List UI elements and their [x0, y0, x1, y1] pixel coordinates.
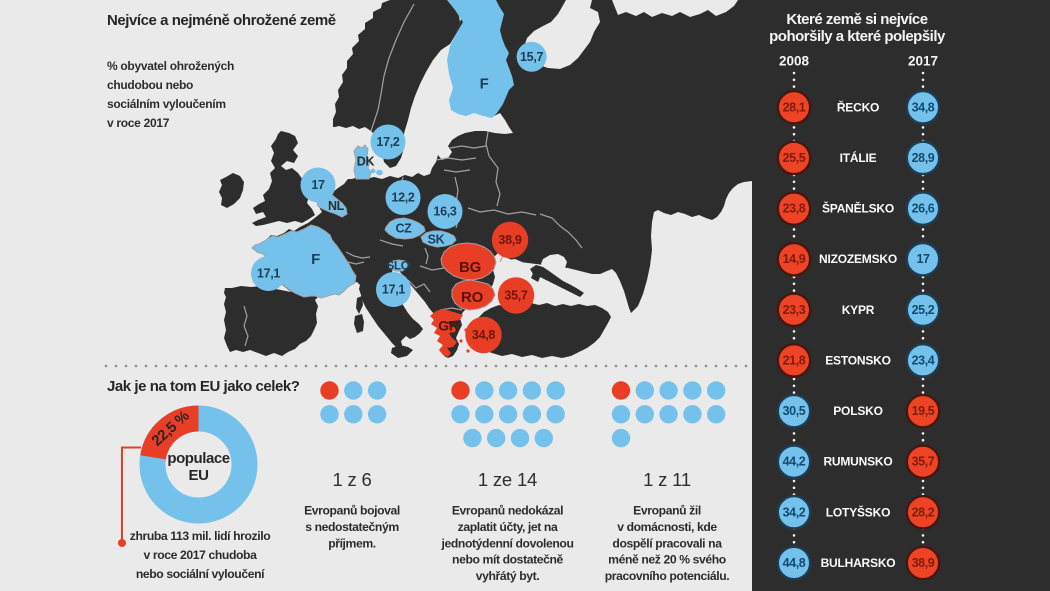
svg-text:v roce 2017 chudoba: v roce 2017 chudoba — [144, 548, 258, 562]
svg-text:EU: EU — [189, 467, 209, 484]
svg-text:chudobou nebo: chudobou nebo — [107, 78, 193, 92]
svg-text:23,4: 23,4 — [912, 353, 935, 367]
svg-text:14,9: 14,9 — [783, 252, 806, 266]
svg-text:BG: BG — [459, 259, 481, 276]
svg-text:nebo sociální vyloučení: nebo sociální vyloučení — [136, 567, 265, 581]
svg-text:1 ze 14: 1 ze 14 — [478, 469, 537, 490]
svg-text:ŘECKO: ŘECKO — [837, 99, 879, 114]
svg-text:POLSKO: POLSKO — [833, 404, 882, 418]
svg-text:26,6: 26,6 — [912, 202, 935, 216]
svg-text:1 z 11: 1 z 11 — [643, 469, 691, 490]
svg-text:28,9: 28,9 — [912, 151, 935, 165]
svg-text:17,1: 17,1 — [257, 267, 280, 281]
svg-text:25,5: 25,5 — [783, 151, 806, 165]
svg-text:17: 17 — [916, 252, 930, 266]
svg-text:ŠPANĚLSKO: ŠPANĚLSKO — [822, 201, 894, 216]
svg-text:LOTYŠSKO: LOTYŠSKO — [826, 504, 890, 519]
svg-text:jednotýdenní dovolenou: jednotýdenní dovolenou — [440, 536, 573, 550]
svg-text:příjmem.: příjmem. — [328, 536, 376, 550]
svg-text:21,8: 21,8 — [783, 353, 806, 367]
svg-text:vyhřátý byt.: vyhřátý byt. — [476, 569, 540, 583]
svg-text:sociálním vyloučením: sociálním vyloučením — [107, 97, 226, 111]
svg-text:30,5: 30,5 — [783, 404, 806, 418]
svg-text:pohoršily a které polepšily: pohoršily a které polepšily — [769, 28, 946, 45]
svg-text:28,2: 28,2 — [912, 505, 935, 519]
svg-text:35,7: 35,7 — [504, 288, 527, 302]
svg-text:17,2: 17,2 — [376, 135, 399, 149]
svg-text:nebo mít dostatečně: nebo mít dostatečně — [452, 553, 564, 567]
svg-text:BULHARSKO: BULHARSKO — [821, 556, 896, 570]
svg-text:ITÁLIE: ITÁLIE — [840, 150, 877, 165]
svg-text:F: F — [480, 76, 489, 93]
svg-text:Evropanů žil: Evropanů žil — [633, 504, 701, 518]
svg-text:2008: 2008 — [779, 54, 810, 69]
svg-text:19,5: 19,5 — [912, 404, 935, 418]
svg-text:15,7: 15,7 — [520, 50, 543, 64]
svg-text:17,1: 17,1 — [382, 283, 405, 297]
svg-text:dospělí pracovali na: dospělí pracovali na — [612, 536, 722, 550]
svg-text:38,9: 38,9 — [912, 556, 935, 570]
svg-text:GR: GR — [438, 318, 459, 334]
svg-text:ESTONSKO: ESTONSKO — [825, 353, 891, 367]
svg-text:F: F — [311, 251, 320, 268]
svg-text:RUMUNSKO: RUMUNSKO — [823, 455, 892, 469]
svg-text:CZ: CZ — [395, 222, 412, 236]
svg-text:v roce 2017: v roce 2017 — [107, 116, 170, 130]
svg-text:17: 17 — [311, 178, 325, 192]
svg-text:34,2: 34,2 — [783, 505, 806, 519]
svg-text:KYPR: KYPR — [842, 303, 875, 317]
svg-text:méně než 20 % svého: méně než 20 % svého — [608, 553, 726, 567]
svg-text:s nedostatečným: s nedostatečným — [305, 520, 399, 534]
svg-text:34,8: 34,8 — [912, 100, 935, 114]
svg-text:% obyvatel ohrožených: % obyvatel ohrožených — [107, 59, 234, 73]
svg-text:Evropanů nedokázal: Evropanů nedokázal — [452, 504, 563, 518]
svg-text:2017: 2017 — [908, 54, 938, 69]
svg-text:NIZOZEMSKO: NIZOZEMSKO — [819, 252, 897, 266]
svg-text:populace: populace — [167, 450, 229, 467]
svg-text:Které země si nejvíce: Které země si nejvíce — [786, 11, 927, 28]
svg-text:16,3: 16,3 — [433, 205, 456, 219]
svg-text:NL: NL — [328, 199, 345, 213]
svg-text:28,1: 28,1 — [783, 100, 806, 114]
svg-text:12,2: 12,2 — [391, 191, 414, 205]
svg-text:SLO: SLO — [387, 261, 410, 273]
svg-text:34,8: 34,8 — [472, 328, 495, 342]
svg-text:DK: DK — [357, 155, 375, 169]
svg-text:SK: SK — [428, 233, 445, 247]
svg-text:44,2: 44,2 — [783, 455, 806, 469]
svg-text:Jak je na tom EU jako celek?: Jak je na tom EU jako celek? — [107, 378, 300, 395]
svg-text:Nejvíce a nejméně ohrožené zem: Nejvíce a nejméně ohrožené země — [107, 12, 336, 29]
svg-text:44,8: 44,8 — [783, 556, 806, 570]
svg-text:25,2: 25,2 — [912, 303, 935, 317]
svg-text:38,9: 38,9 — [498, 233, 521, 247]
svg-text:23,8: 23,8 — [783, 202, 806, 216]
svg-text:zaplatit účty, jet na: zaplatit účty, jet na — [458, 520, 558, 534]
svg-text:pracovního potenciálu.: pracovního potenciálu. — [605, 569, 730, 583]
svg-text:RO: RO — [461, 289, 484, 306]
svg-text:23,3: 23,3 — [783, 303, 806, 317]
svg-text:zhruba 113 mil. lidí hrozilo: zhruba 113 mil. lidí hrozilo — [130, 529, 271, 543]
svg-text:Evropanů bojoval: Evropanů bojoval — [304, 504, 400, 518]
svg-text:35,7: 35,7 — [912, 455, 935, 469]
svg-text:1 z 6: 1 z 6 — [332, 469, 371, 490]
svg-text:v domácnosti, kde: v domácnosti, kde — [617, 520, 717, 534]
